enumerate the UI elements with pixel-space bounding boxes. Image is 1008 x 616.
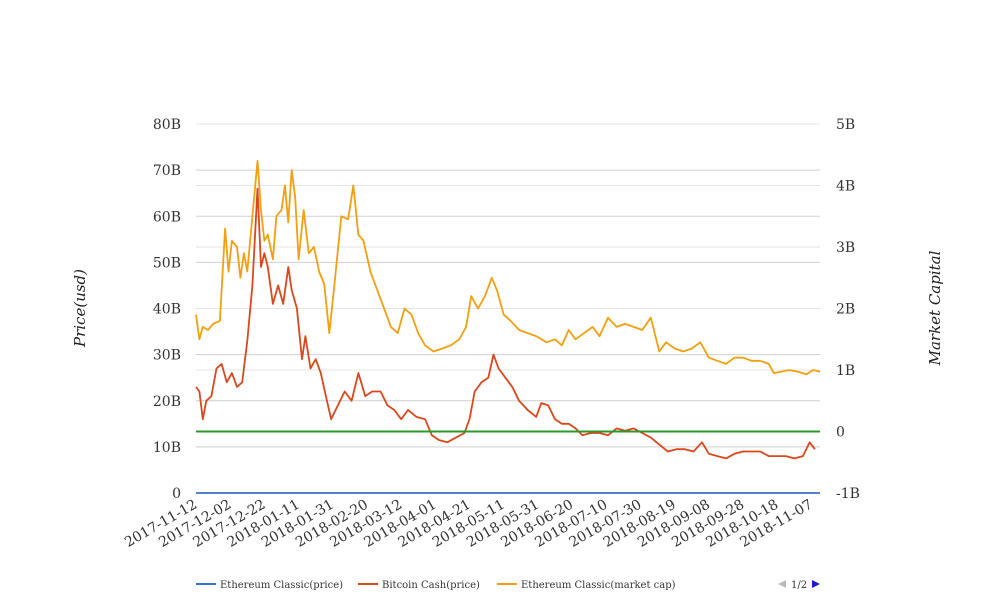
y-axis-left-title: Price(usd) (71, 269, 89, 348)
left-tick-label: 0 (172, 486, 181, 502)
pager-label: 1/2 (791, 580, 807, 591)
x-axis-ticks: 2017-11-122017-12-022017-12-222018-01-11… (122, 497, 815, 551)
series-line-1 (195, 187, 816, 460)
right-tick-label: 2B (836, 302, 855, 318)
left-tick-label: 10B (153, 440, 181, 456)
right-tick-label: 0 (836, 425, 845, 441)
right-tick-label: 5B (836, 117, 855, 133)
legend[interactable]: Ethereum Classic(price) Bitcoin Cash(pric… (196, 580, 676, 591)
y-axis-right-title: Market Capital (926, 250, 944, 366)
left-tick-label: 70B (153, 163, 181, 179)
right-tick-label: 4B (836, 179, 855, 195)
left-axis-ticks: 0 10B 20B 30B 40B 50B 60B 70B 80B (153, 117, 181, 502)
right-tick-label: -1B (836, 486, 860, 502)
legend-item[interactable]: Bitcoin Cash(price) (358, 580, 480, 591)
grid (196, 123, 820, 494)
series-layer (195, 160, 821, 494)
left-tick-label: 80B (153, 117, 181, 133)
left-tick-label: 40B (153, 302, 181, 318)
right-axis-ticks: -1B 0 1B 2B 3B 4B 5B (836, 117, 860, 502)
legend-label: Bitcoin Cash(price) (382, 580, 480, 591)
right-tick-label: 1B (836, 363, 855, 379)
left-tick-label: 20B (153, 394, 181, 410)
pager-next-icon[interactable] (812, 580, 820, 588)
legend-label: Ethereum Classic(price) (220, 580, 343, 591)
left-tick-label: 50B (153, 255, 181, 271)
legend-item[interactable]: Ethereum Classic(price) (196, 580, 343, 591)
legend-pager[interactable]: 1/2 (778, 580, 820, 591)
series-line-2 (195, 160, 821, 376)
right-tick-label: 3B (836, 240, 855, 256)
pager-prev-icon[interactable] (778, 580, 786, 588)
left-tick-label: 30B (153, 348, 181, 364)
legend-label: Ethereum Classic(market cap) (521, 580, 676, 591)
left-tick-label: 60B (153, 209, 181, 225)
legend-item[interactable]: Ethereum Classic(market cap) (497, 580, 676, 591)
